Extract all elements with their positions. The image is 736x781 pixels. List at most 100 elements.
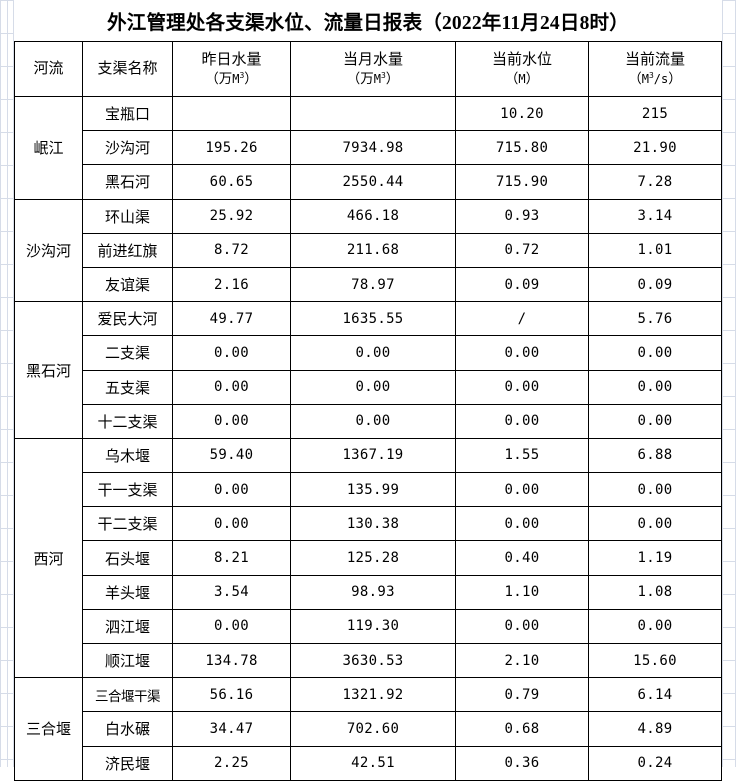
column-header-canal: 支渠名称 [82,41,173,97]
page-title: 外江管理处各支渠水位、流量日报表（2022年11月24日8时） [107,13,629,34]
month-volume-cell: 78.97 [290,266,456,303]
table-row: 五支渠 0.00 0.00 0.00 0.00 [15,369,722,405]
yesterday-volume-cell: 56.16 [172,677,291,713]
canal-name-cell: 沙沟河 [82,130,173,166]
column-header-month-volume-label: 当月水量 [342,51,403,68]
canal-name-cell: 白水碾 [82,711,173,747]
table-row: 三合堰 三合堰干渠 56.16 1321.92 0.79 6.14 [14,677,722,781]
current-level-cell: 2.10 [455,642,589,679]
yesterday-volume-cell: 195.26 [172,130,291,166]
canal-name-cell: 泗江堰 [82,608,173,645]
current-flow-cell: 3.14 [588,198,722,234]
current-level-cell: 0.00 [455,369,589,405]
table-row: 泗江堰 0.00 119.30 0.00 0.00 [15,608,722,645]
table-row: 二支渠 0.00 0.00 0.00 0.00 [15,335,722,371]
canal-name-cell: 环山渠 [82,198,173,234]
table-row: 干一支渠 0.00 135.99 0.00 0.00 [15,472,722,508]
current-level-cell: 715.90 [455,164,589,200]
month-volume-cell: 98.93 [290,574,456,610]
current-flow-cell: 6.14 [588,677,722,713]
yesterday-volume-cell: 49.77 [172,301,291,337]
column-header-yesterday-volume-unit: （万M3） [205,71,258,87]
current-level-cell: 0.00 [455,506,589,542]
river-group-cell: 西河 [14,437,83,679]
column-header-canal-label: 支渠名称 [97,60,158,77]
current-flow-cell: 6.88 [588,437,722,474]
canal-name-cell: 五支渠 [82,369,173,405]
column-header-month-volume: 当月水量 （万M3） [290,41,456,97]
yesterday-volume-cell: 8.21 [172,540,291,576]
current-level-cell: 0.68 [455,711,589,747]
month-volume-cell: 1321.92 [290,677,456,713]
month-volume-cell: 466.18 [290,198,456,234]
table-row: 顺江堰 134.78 3630.53 2.10 15.60 [15,642,722,679]
current-flow-cell: 7.28 [588,164,722,200]
table-row: 前进红旗 8.72 211.68 0.72 1.01 [15,232,722,268]
table-body: 岷江 宝瓶口 10.20 215 沙沟河 195.26 7934.98 715.80 21.90… [14,95,722,781]
header-row: 河流 支渠名称 昨日水量 （万M3） 当月水量 （万M3） 当前水位 （M） [14,41,722,97]
table-row: 岷江 宝瓶口 10.20 215 [14,95,722,200]
month-volume-cell: 0.00 [290,403,456,439]
canal-name-cell: 黑石河 [82,164,173,200]
current-level-cell: 0.00 [455,335,589,371]
canal-name-cell: 济民堰 [82,745,173,781]
canal-name-cell: 顺江堰 [82,642,173,679]
current-flow-cell: 4.89 [588,711,722,747]
yesterday-volume-cell: 0.00 [172,608,291,645]
yesterday-volume-cell: 25.92 [172,198,291,234]
current-level-cell: 0.00 [455,472,589,508]
current-level-cell: 0.93 [455,198,589,234]
month-volume-cell: 211.68 [290,232,456,268]
canal-name-cell: 三合堰干渠 [82,677,173,713]
yesterday-volume-cell: 60.65 [172,164,291,200]
column-header-month-volume-unit: （万M3） [346,71,400,87]
table-row: 黑石河 爱民大河 49.77 1635.55/5.76 [14,301,722,439]
canal-name-cell: 十二支渠 [82,403,173,439]
canal-name-cell: 干一支渠 [82,472,173,508]
canal-name-cell: 羊头堰 [82,574,173,610]
yesterday-volume-cell: 59.40 [172,437,291,474]
current-level-cell: 0.72 [455,232,589,268]
current-level-cell: 1.55 [455,437,589,474]
canal-name-cell: 二支渠 [82,335,173,371]
column-header-current-flow-unit: （M3/s） [628,71,682,87]
current-level-cell: 0.09 [455,266,589,303]
column-header-current-level-unit: （M） [504,71,540,87]
yesterday-volume-cell [172,95,291,132]
current-level-cell: 0.00 [455,403,589,439]
current-flow-cell: 1.01 [588,232,722,268]
yesterday-volume-cell: 0.00 [172,472,291,508]
report-title-band: 外江管理处各支渠水位、流量日报表（2022年11月24日8时） [14,0,722,41]
month-volume-cell: 0.00 [290,335,456,371]
table-row: 干二支渠 0.00 130.38 0.00 0.00 [15,506,722,542]
table-row: 十二支渠 0.00 0.00 0.00 0.00 [15,403,722,439]
month-volume-cell: 702.60 [290,711,456,747]
column-header-current-flow-label: 当前流量 [624,51,685,68]
column-header-current-level-label: 当前水位 [491,51,552,68]
table-row: 羊头堰 3.54 98.93 1.10 1.08 [15,574,722,610]
month-volume-cell: 7934.98 [290,130,456,166]
river-group-cell: 黑石河 [14,301,83,439]
month-volume-cell: 135.99 [290,472,456,508]
month-volume-cell: 130.38 [290,506,456,542]
table-header: 河流 支渠名称 昨日水量 （万M3） 当月水量 （万M3） 当前水位 （M） [14,41,722,97]
column-header-yesterday-volume-label: 昨日水量 [201,51,262,68]
canal-name-cell: 石头堰 [82,540,173,576]
current-flow-cell: 0.00 [588,335,722,371]
yesterday-volume-cell: 2.25 [172,745,291,781]
table-row: 石头堰 8.21 125.28 0.40 1.19 [15,540,722,576]
yesterday-volume-cell: 8.72 [172,232,291,268]
yesterday-volume-cell: 34.47 [172,711,291,747]
month-volume-cell: 119.30 [290,608,456,645]
month-volume-cell: 3630.53 [290,642,456,679]
canal-name-cell: 乌木堰 [82,437,173,474]
yesterday-volume-cell: 0.00 [172,369,291,405]
column-header-yesterday-volume: 昨日水量 （万M3） [172,41,291,97]
canal-name-cell: 前进红旗 [82,232,173,268]
table-row: 黑石河 60.65 2550.44 715.90 7.28 [15,164,722,200]
current-flow-cell: 0.09 [588,266,722,303]
month-volume-cell: 2550.44 [290,164,456,200]
month-volume-cell: 125.28 [290,540,456,576]
current-level-cell: 1.10 [455,574,589,610]
river-group-cell: 沙沟河 [14,198,83,303]
